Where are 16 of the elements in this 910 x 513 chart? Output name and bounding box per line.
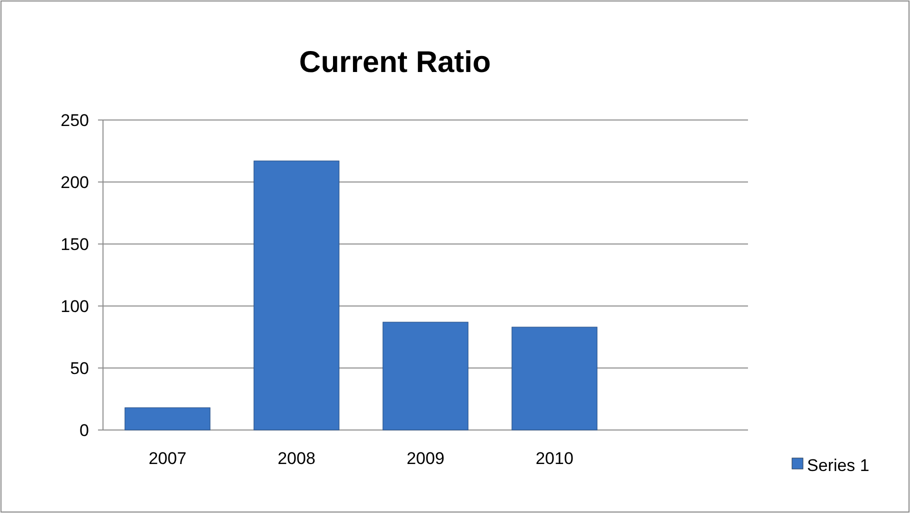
y-tick-label: 50 (70, 358, 89, 378)
legend-label: Series 1 (807, 456, 870, 475)
bar (254, 160, 340, 430)
x-tick-label: 2010 (536, 449, 574, 468)
y-tick-label: 200 (60, 172, 89, 192)
x-tick-label: 2008 (278, 449, 316, 468)
y-tick-label: 150 (60, 234, 89, 254)
x-tick-label: 2009 (406, 449, 444, 468)
x-tick-label: 2007 (148, 449, 186, 468)
chart-title: Current Ratio (299, 46, 491, 79)
bar (124, 407, 210, 430)
y-tick-label: 100 (60, 296, 89, 316)
bar (382, 322, 468, 430)
y-tick-label: 0 (80, 420, 89, 440)
bar (512, 326, 598, 430)
y-tick-label: 250 (60, 110, 89, 130)
